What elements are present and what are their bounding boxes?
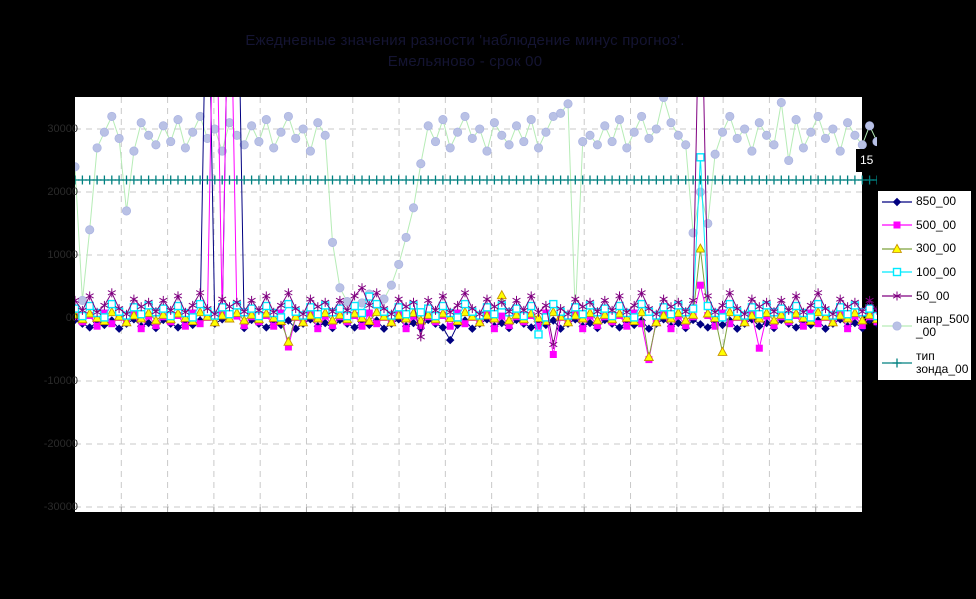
legend-marker-diamond-icon [882, 197, 912, 206]
y-axis-label: 30000 [47, 123, 78, 135]
chart-title-line2: Емельяново - срок 00 [387, 53, 543, 70]
y-axis-label: 00 [65, 312, 78, 324]
legend-label: тип зонда_00 [916, 348, 969, 376]
y-axis-label: -20000 [43, 438, 78, 450]
x-axis-ticks [120, 507, 817, 512]
legend-item-500_00: 500_00 [881, 217, 970, 232]
gridlines [75, 97, 862, 512]
series-50_00 [75, 97, 877, 349]
y-axis-label: -10000 [43, 375, 78, 387]
series-напр_500_00 [75, 97, 877, 320]
legend-label: 50_00 [916, 288, 950, 303]
series-тип зонда_00 [75, 175, 877, 185]
legend-label: 300_00 [916, 241, 957, 256]
legend-item-50_00: 50_00 [881, 288, 970, 303]
legend-item-300_00: 300_00 [881, 242, 970, 255]
legend: 850_00 500_00 300_00 100_00 50_00 напр_500 _0… [877, 190, 972, 381]
chart-title-line1: Ежедневные значения разности 'наблюдение… [245, 32, 685, 49]
y-axis-label: 10000 [47, 249, 78, 261]
legend-marker-asterisk-icon [882, 291, 912, 301]
y-axis-label: -30000 [43, 501, 78, 513]
y-axis-label: 20000 [47, 186, 78, 198]
legend-marker-square-icon [882, 221, 912, 229]
legend-item-тип зонда_00: тип зонда_00 [881, 348, 970, 376]
chart-title: Ежедневные значения разности 'наблюдение… [0, 30, 930, 72]
legend-item-850_00: 850_00 [881, 195, 970, 208]
legend-marker-circle-icon [882, 321, 912, 331]
legend-label: 500_00 [916, 217, 957, 232]
legend-marker-open-square-icon [882, 268, 912, 277]
right-axis-label: 15 [856, 149, 880, 172]
legend-label: 850_00 [916, 194, 957, 208]
legend-item-напр_500_00: напр_500 _00 [881, 313, 970, 339]
legend-label: напр_500 _00 [916, 312, 970, 340]
legend-label: 100_00 [916, 264, 957, 279]
legend-marker-triangle-icon [882, 243, 912, 253]
legend-marker-plus-icon [882, 358, 912, 368]
legend-item-100_00: 100_00 [881, 264, 970, 279]
